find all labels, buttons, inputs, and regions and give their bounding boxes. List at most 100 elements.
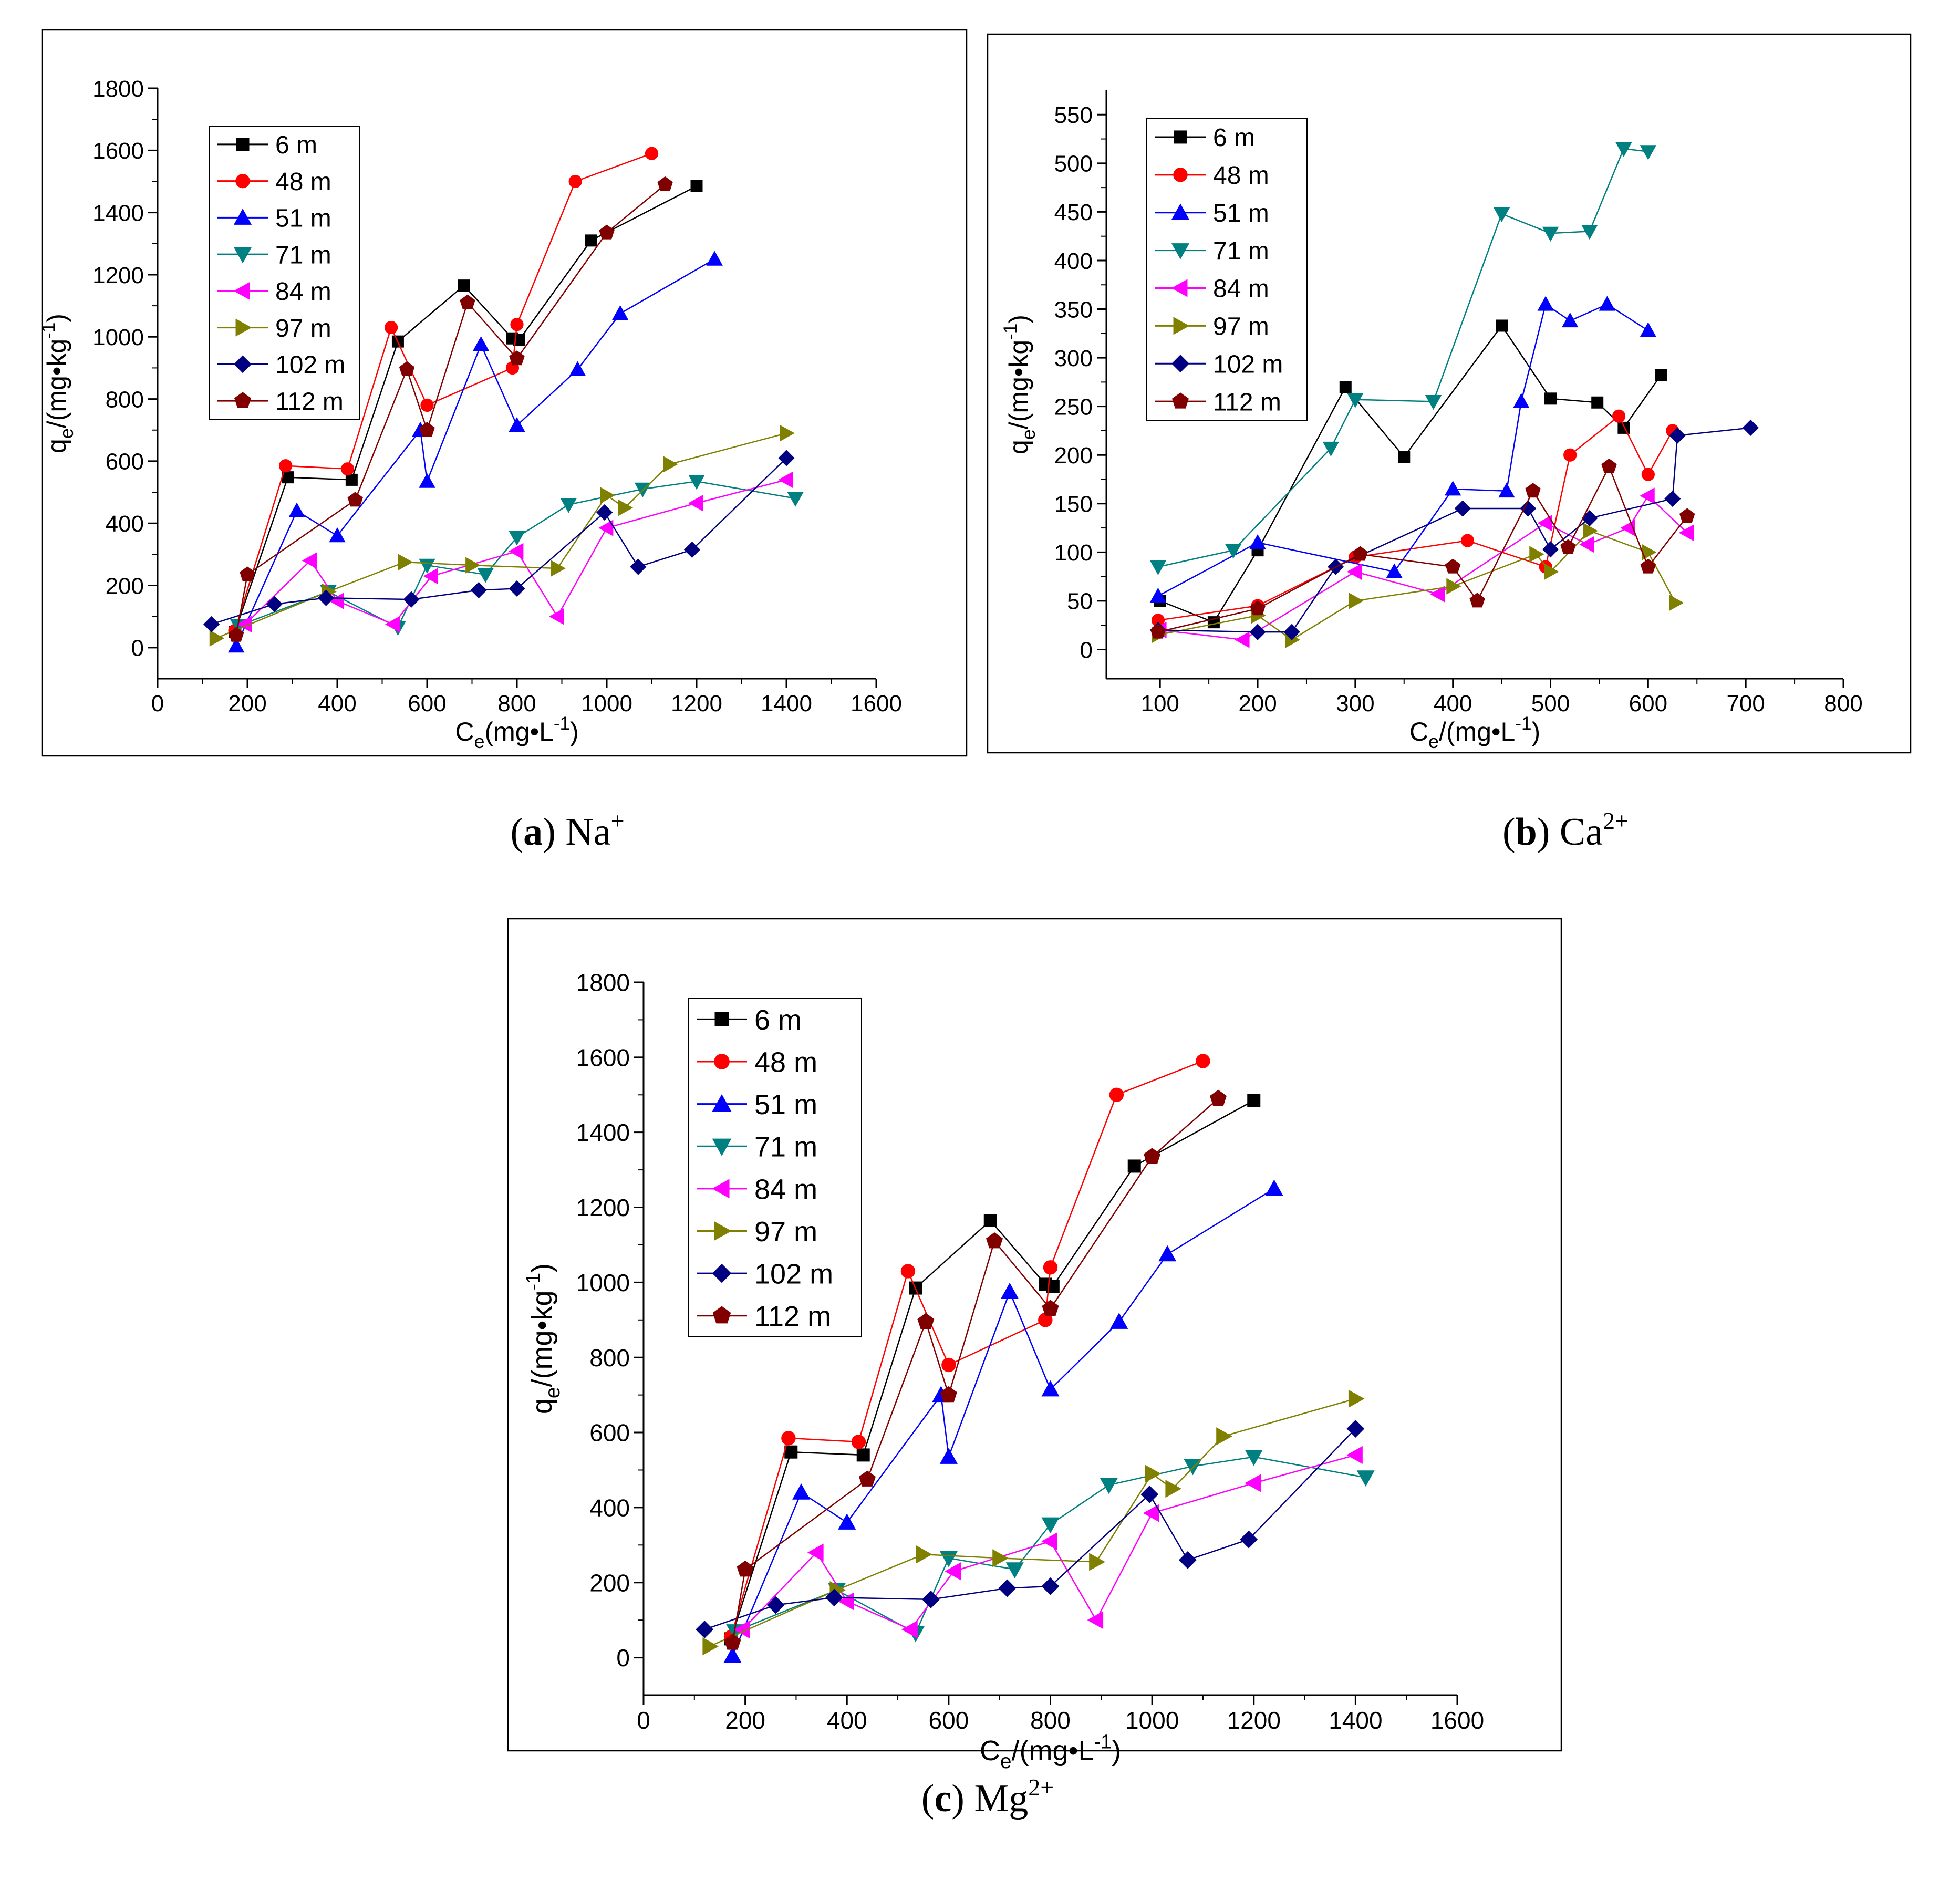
series-line (1158, 427, 1751, 633)
data-point (585, 234, 597, 247)
legend-label: 102 m (1213, 350, 1283, 378)
data-point (657, 176, 673, 191)
data-point (266, 596, 283, 612)
data-point (509, 417, 525, 432)
data-point (940, 1386, 957, 1403)
data-point (513, 334, 525, 346)
y-tick-label: 1200 (92, 263, 144, 288)
data-point (549, 608, 564, 625)
data-point (1127, 1159, 1141, 1173)
data-point (1513, 393, 1530, 408)
legend-marker (714, 1012, 729, 1026)
data-point (509, 543, 524, 560)
legend-label: 51 m (754, 1089, 817, 1120)
series-line (732, 1188, 1275, 1656)
data-point (1520, 500, 1537, 517)
data-point (901, 1620, 918, 1639)
data-point (778, 471, 793, 489)
y-tick-label: 800 (589, 1344, 630, 1372)
x-tick-label: 200 (725, 1707, 765, 1734)
legend-label: 112 m (1213, 388, 1281, 416)
legend-label: 48 m (275, 168, 331, 196)
data-point (227, 638, 245, 653)
series-112m (1150, 458, 1695, 639)
data-point (551, 560, 566, 577)
caption-b: (b) Ca2+ (1502, 807, 1629, 854)
data-point (1386, 563, 1403, 578)
legend-marker (234, 355, 252, 373)
x-tick-label: 1600 (1430, 1707, 1484, 1734)
data-point (630, 558, 647, 575)
data-point (509, 580, 525, 597)
data-point (1454, 500, 1471, 517)
data-point (1560, 539, 1576, 554)
panel-frame (41, 29, 968, 757)
data-point (1041, 1517, 1060, 1534)
data-point (1087, 1611, 1104, 1629)
data-point (922, 1590, 940, 1608)
data-point (696, 1621, 714, 1638)
data-point (1563, 448, 1577, 462)
data-point (398, 554, 413, 570)
data-point (1641, 468, 1655, 481)
data-point (1240, 1530, 1258, 1549)
data-point (1041, 1577, 1060, 1595)
data-point (792, 1483, 811, 1500)
data-point (279, 459, 293, 473)
data-point (1525, 483, 1541, 498)
y-tick-label: 1000 (576, 1269, 630, 1296)
data-point (706, 251, 723, 266)
data-point (240, 566, 255, 581)
y-tick-label: 0 (616, 1644, 630, 1671)
legend-label: 97 m (1213, 313, 1269, 341)
y-tick-label: 1800 (92, 76, 144, 102)
x-tick-label: 1000 (1125, 1707, 1179, 1734)
y-tick-label: 200 (106, 573, 144, 599)
legend-marker (714, 1054, 730, 1069)
series-line (1158, 465, 1688, 633)
legend-marker (1171, 243, 1190, 259)
x-tick-label: 100 (1140, 691, 1179, 716)
legend-marker (712, 1306, 731, 1324)
data-point (1529, 546, 1544, 563)
data-point (1005, 1562, 1024, 1578)
data-point (1322, 441, 1340, 457)
series-48m (723, 1054, 1210, 1644)
legend-marker (235, 318, 252, 337)
data-point (1216, 1427, 1232, 1446)
data-point (510, 318, 524, 331)
legend-label: 6 m (1213, 124, 1255, 152)
legend-marker (1173, 168, 1188, 182)
y-tick-label: 1800 (576, 969, 630, 996)
data-point (992, 1549, 1009, 1567)
legend-marker (1171, 279, 1188, 297)
legend-label: 6 m (754, 1004, 802, 1036)
data-point (663, 456, 678, 473)
series-102m (1149, 419, 1759, 640)
data-point (683, 541, 701, 558)
x-tick-label: 1200 (1227, 1707, 1281, 1734)
data-point (1245, 1474, 1261, 1492)
x-tick-label: 500 (1531, 691, 1570, 716)
data-point (1581, 225, 1598, 240)
legend-box (209, 126, 360, 420)
data-point (1209, 1089, 1227, 1106)
series-84m (1152, 487, 1694, 648)
data-point (1678, 524, 1694, 542)
data-point (1149, 587, 1167, 603)
data-point (1109, 1087, 1124, 1102)
data-point (1498, 482, 1515, 498)
data-point (1110, 1313, 1128, 1329)
panel-frame (507, 918, 1562, 1752)
data-point (1283, 624, 1300, 640)
legend-marker (1172, 392, 1189, 409)
legend-marker (233, 282, 250, 300)
data-point (1742, 419, 1759, 436)
data-point (1245, 1450, 1263, 1466)
data-point (1640, 145, 1657, 160)
series-102m (203, 450, 795, 633)
y-tick-label: 150 (1054, 492, 1093, 517)
data-point (1265, 1179, 1283, 1196)
series-line (709, 1398, 1356, 1647)
y-tick-label: 0 (131, 636, 144, 661)
